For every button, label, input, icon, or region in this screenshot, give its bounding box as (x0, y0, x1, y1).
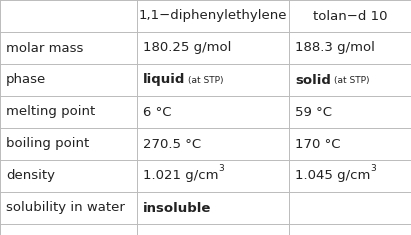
Text: (at STP): (at STP) (334, 75, 369, 85)
Text: 180.25 g/mol: 180.25 g/mol (143, 42, 231, 55)
Text: 6 °C: 6 °C (143, 106, 171, 118)
Text: 188.3 g/mol: 188.3 g/mol (295, 42, 375, 55)
Text: 3: 3 (219, 164, 224, 173)
Text: 1.021 g/cm: 1.021 g/cm (143, 169, 219, 183)
Text: phase: phase (6, 74, 46, 86)
Text: 3: 3 (370, 164, 376, 173)
Text: 1,1−diphenylethylene: 1,1−diphenylethylene (139, 9, 287, 23)
Text: (at STP): (at STP) (188, 75, 224, 85)
Text: melting point: melting point (6, 106, 95, 118)
Text: solid: solid (295, 74, 331, 86)
Text: density: density (6, 169, 55, 183)
Text: 59 °C: 59 °C (295, 106, 332, 118)
Text: boiling point: boiling point (6, 137, 89, 150)
Text: molar mass: molar mass (6, 42, 83, 55)
Text: insoluble: insoluble (143, 201, 211, 215)
Text: solubility in water: solubility in water (6, 201, 125, 215)
Text: 170 °C: 170 °C (295, 137, 340, 150)
Text: 1.045 g/cm: 1.045 g/cm (295, 169, 370, 183)
Text: tolan−d 10: tolan−d 10 (313, 9, 387, 23)
Text: 270.5 °C: 270.5 °C (143, 137, 201, 150)
Text: liquid: liquid (143, 74, 185, 86)
